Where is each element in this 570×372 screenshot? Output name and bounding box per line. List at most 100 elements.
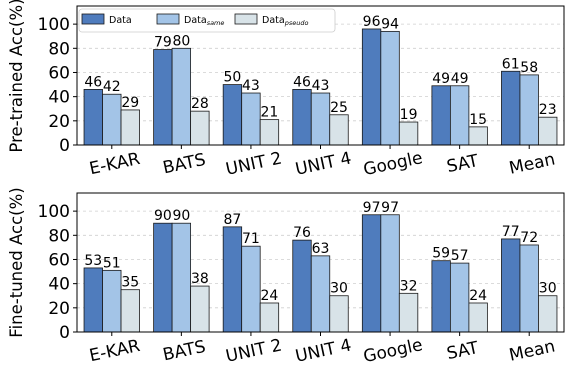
bar (538, 116, 558, 146)
bar-value-label: 38 (191, 271, 209, 287)
x-tick-label: UNIT 2 (224, 335, 284, 366)
bar-value-label: 72 (520, 230, 538, 246)
bar (329, 114, 349, 146)
x-tick-label: Mean (507, 150, 556, 179)
x-tick-label: Google (362, 148, 425, 180)
bar (329, 295, 349, 333)
y-tick-label: 80 (48, 226, 70, 246)
x-tick-label: UNIT 4 (294, 335, 354, 366)
bar-value-label: 94 (381, 16, 399, 32)
bar-value-label: 49 (432, 71, 450, 87)
bar (519, 74, 539, 146)
bar (241, 92, 261, 146)
bar-value-label: 79 (154, 35, 172, 51)
bar (171, 47, 192, 146)
bar (153, 222, 173, 333)
bar (398, 121, 419, 146)
y-axis-label: Fine-tuned Acc(%) (7, 187, 26, 337)
bar-value-label: 71 (242, 231, 260, 247)
bar (398, 292, 419, 333)
y-tick-label: 0 (59, 323, 70, 343)
bar (259, 302, 280, 333)
legend-label: Data (109, 15, 132, 26)
bar-value-label: 23 (539, 102, 557, 118)
y-axis-label: Pre-trained Acc(%) (7, 0, 26, 153)
bar-value-label: 97 (381, 200, 399, 216)
bar-value-label: 46 (84, 74, 102, 90)
bar-value-label: 97 (363, 200, 381, 216)
legend-label-subscript: pseudo (284, 19, 309, 27)
bar-value-label: 90 (154, 208, 172, 224)
bar (380, 214, 400, 333)
bar (380, 30, 400, 146)
bar (310, 92, 331, 146)
x-tick-label: BATS (161, 337, 207, 366)
plot-frame (76, 192, 565, 333)
bar (468, 302, 488, 333)
bar (361, 28, 382, 146)
bar-value-label: 25 (330, 100, 348, 116)
bar (83, 267, 103, 333)
plot-frame (76, 5, 565, 146)
x-tick-label: E-KAR (88, 149, 142, 179)
bar (501, 238, 521, 333)
legend-swatch (156, 13, 180, 25)
bar-value-label: 51 (103, 255, 121, 271)
bar-value-label: 49 (451, 71, 469, 87)
bar (120, 109, 140, 146)
bar-value-label: 46 (293, 74, 311, 90)
y-tick-label: 60 (48, 63, 70, 83)
bar-value-label: 30 (330, 281, 348, 297)
bar (120, 289, 140, 333)
bar (538, 295, 558, 333)
bar-value-label: 87 (224, 212, 242, 228)
bar-value-label: 24 (261, 288, 279, 304)
bar-value-label: 19 (400, 107, 418, 123)
legend: Data Datasame Datapseudo (78, 8, 336, 33)
bar (171, 222, 192, 333)
y-tick-label: 100 (38, 15, 70, 35)
bar-value-label: 29 (121, 95, 139, 111)
bar-value-label: 58 (520, 60, 538, 76)
bar (83, 89, 103, 146)
bar (102, 269, 122, 333)
bar (222, 84, 243, 146)
y-tick-label: 20 (48, 299, 70, 319)
bar (153, 49, 173, 146)
bar-value-label: 50 (224, 70, 242, 86)
bar (519, 244, 539, 333)
bar (431, 85, 451, 146)
bar-value-label: 80 (172, 33, 190, 49)
y-tick-label: 80 (48, 39, 70, 59)
x-tick-label: SAT (445, 338, 481, 364)
bar (259, 119, 280, 146)
bar-value-label: 76 (293, 225, 311, 241)
bar-value-label: 59 (432, 246, 450, 262)
x-tick-label: UNIT 4 (294, 148, 354, 179)
bar (468, 126, 488, 146)
y-tick-label: 60 (48, 250, 70, 270)
bar-value-label: 30 (539, 281, 557, 297)
bar (222, 226, 243, 333)
bar-value-label: 43 (242, 78, 260, 94)
bar (292, 89, 312, 146)
y-tick-label: 40 (48, 275, 70, 295)
bar (431, 260, 451, 333)
x-tick-label: Mean (507, 337, 556, 366)
x-tick-label: SAT (445, 151, 481, 177)
y-tick-label: 40 (48, 88, 70, 108)
bar-value-label: 43 (312, 78, 330, 94)
y-tick-label: 100 (38, 202, 70, 222)
bar-value-label: 21 (261, 105, 279, 121)
legend-swatch (234, 13, 258, 25)
bar-value-label: 15 (469, 112, 487, 128)
legend-box (78, 8, 336, 33)
bar-value-label: 77 (502, 224, 520, 240)
bar (190, 110, 210, 146)
x-tick-label: UNIT 2 (224, 148, 284, 179)
x-tick-label: BATS (161, 150, 207, 179)
bar (292, 239, 312, 333)
